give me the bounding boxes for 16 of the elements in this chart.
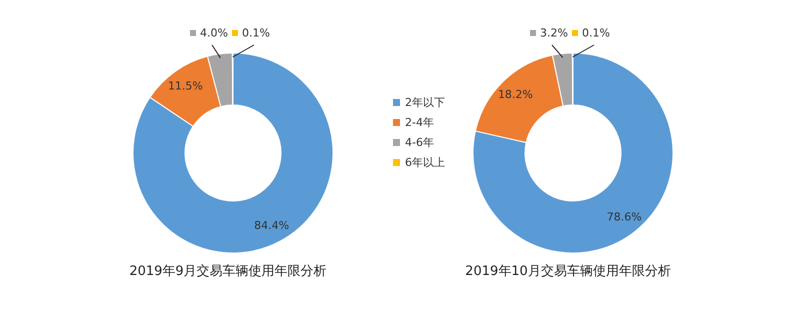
legend-label: 2年以下	[405, 95, 445, 110]
legend-label: 4-6年	[405, 135, 434, 150]
data-label: 11.5%	[168, 80, 203, 93]
donut-slice	[132, 52, 334, 254]
data-label: 3.2%	[540, 26, 568, 40]
data-label: 0.1%	[242, 26, 270, 40]
legend-label: 6年以上	[405, 155, 445, 170]
legend-label: 2-4年	[405, 115, 434, 130]
data-label: 18.2%	[498, 88, 533, 102]
donut-slice	[472, 52, 674, 254]
text: 2019年9月交易车辆使用年限分析	[128, 263, 328, 280]
data-label: 78.6%	[606, 210, 642, 224]
data-label: 4.0%	[200, 26, 228, 40]
data-label: 0.1%	[582, 26, 610, 40]
text: 2019年10月交易车辆使用年限分析	[464, 263, 672, 280]
data-label: 84.4%	[254, 218, 290, 232]
